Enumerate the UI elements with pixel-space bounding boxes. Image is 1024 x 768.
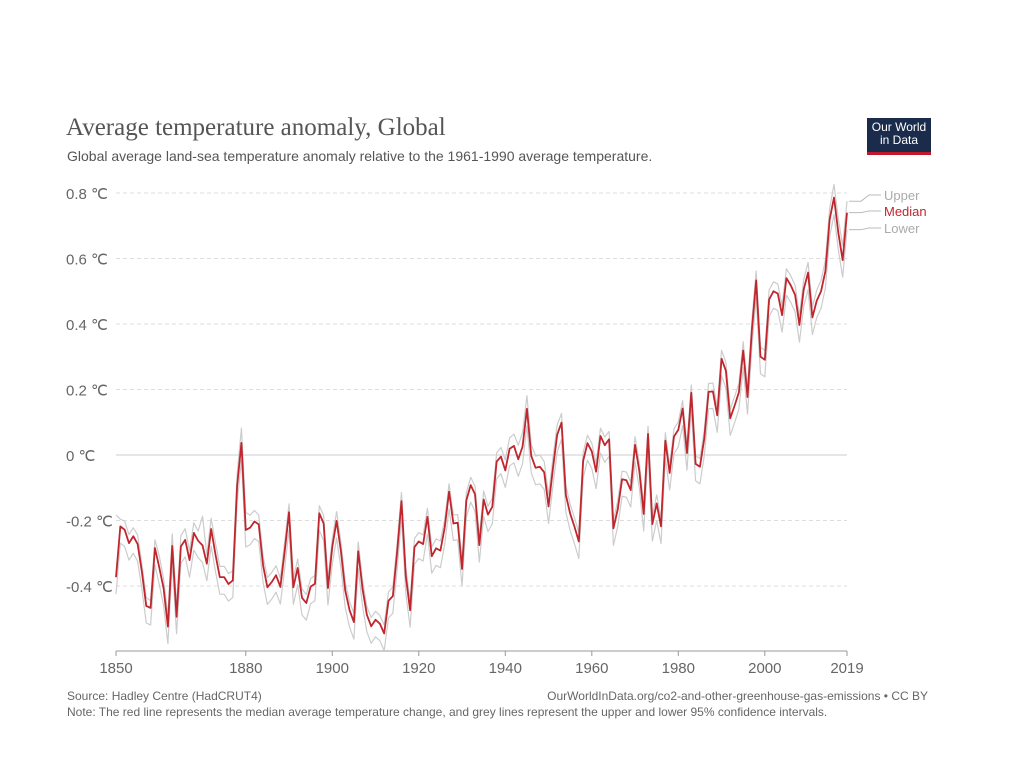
y-tick-label: 0.4 ℃ xyxy=(66,317,108,334)
legend-label-upper: Upper xyxy=(884,188,920,203)
footnote: Note: The red line represents the median… xyxy=(67,705,828,719)
legend-connector-lower xyxy=(849,227,881,231)
x-tick-label: 1940 xyxy=(489,660,522,677)
y-tick-label: 0.8 ℃ xyxy=(66,186,108,203)
y-tick-label: 0.6 ℃ xyxy=(66,252,108,269)
legend-connector-upper xyxy=(849,194,881,202)
logo-line-1: Our World xyxy=(871,120,927,134)
legend-label-median: Median xyxy=(884,204,927,219)
x-tick-label: 1880 xyxy=(229,660,262,677)
series-line-median xyxy=(115,196,848,635)
chart-subtitle: Global average land-sea temperature anom… xyxy=(67,148,653,164)
legend-label-lower: Lower xyxy=(884,221,920,236)
logo-line-2: in Data xyxy=(879,133,919,147)
x-tick-label: 1850 xyxy=(99,660,132,677)
y-tick-label: 0.2 ℃ xyxy=(66,383,108,400)
x-tick-label: 2000 xyxy=(748,660,781,677)
chart-title: Average temperature anomaly, Global xyxy=(66,114,446,141)
legend-connector-median xyxy=(849,210,881,214)
owid-logo[interactable]: Our World in Data xyxy=(867,118,931,155)
x-tick-label: 2019 xyxy=(830,660,863,677)
source-url[interactable]: OurWorldInData.org/co2-and-other-greenho… xyxy=(547,689,928,703)
series-line-lower xyxy=(115,214,848,652)
y-tick-label: -0.2 ℃ xyxy=(66,514,113,531)
y-tick-label: -0.4 ℃ xyxy=(66,579,113,596)
x-tick-label: 1980 xyxy=(662,660,695,677)
y-tick-label: 0 ℃ xyxy=(66,448,95,465)
x-tick-label: 1900 xyxy=(316,660,349,677)
series-line-upper xyxy=(115,183,848,626)
source-note: Source: Hadley Centre (HadCRUT4) xyxy=(67,689,262,703)
x-tick-label: 1920 xyxy=(402,660,435,677)
x-tick-label: 1960 xyxy=(575,660,608,677)
